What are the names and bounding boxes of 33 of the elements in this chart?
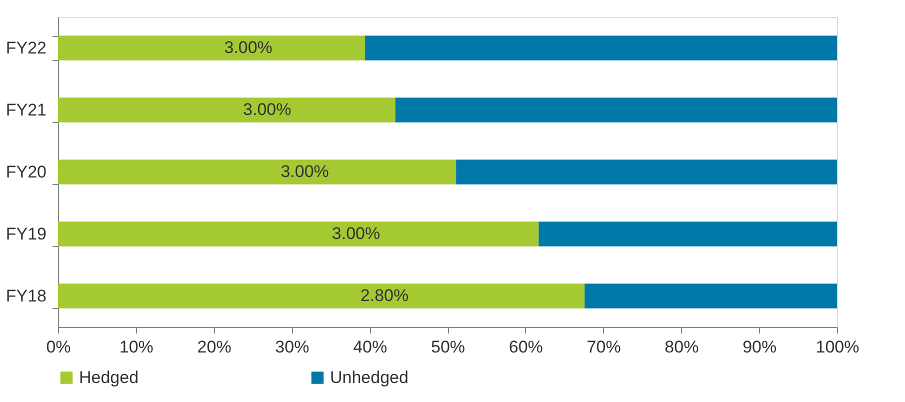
bar: [538, 222, 837, 246]
bar: [58, 98, 396, 122]
x-tick-label: 30%: [275, 338, 310, 356]
bar: [364, 36, 837, 60]
bar: [395, 98, 837, 122]
x-tick-label: 80%: [664, 338, 699, 356]
x-tick-label: 90%: [742, 338, 777, 356]
x-tick-label: 70%: [586, 338, 621, 356]
annotation: 2.80%: [360, 286, 409, 305]
y-tick-label: FY22: [6, 38, 46, 58]
x-tick-label: 50%: [430, 338, 466, 356]
annotation: 3.00%: [224, 38, 272, 57]
bar: [58, 284, 585, 308]
x-tick-label: 40%: [353, 338, 388, 356]
bar: [58, 160, 456, 184]
bar: [58, 222, 539, 246]
x-tick-label: 100%: [816, 338, 860, 356]
bar: [584, 284, 837, 308]
y-tick-label: FY21: [6, 100, 46, 120]
x-tick-label: 20%: [197, 338, 232, 356]
legend-label: Hedged: [79, 368, 139, 387]
y-tick-label: FY19: [6, 224, 46, 244]
annotation: 3.00%: [280, 162, 329, 181]
x-tick-label: 60%: [508, 338, 543, 356]
y-tick-label: FY20: [6, 162, 46, 182]
annotation: 3.00%: [243, 100, 292, 119]
bar: [456, 160, 837, 184]
bar: [58, 36, 365, 60]
y-tick-label: FY18: [6, 286, 46, 306]
annotation: 3.00%: [332, 224, 380, 243]
legend-label: Unhedged: [330, 368, 408, 387]
x-tick-label: 0%: [46, 338, 71, 356]
x-tick-label: 10%: [119, 338, 154, 356]
